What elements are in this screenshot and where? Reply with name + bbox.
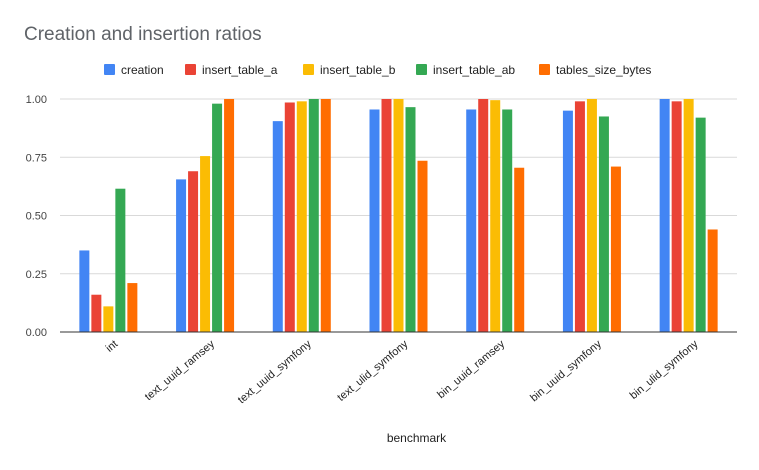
- bar-insert_table_a-bin_ulid_symfony: [671, 101, 682, 332]
- bar-tables_size_bytes-text_uuid_ramsey: [224, 99, 235, 332]
- bar-insert_table_b-text_uuid_ramsey: [200, 156, 211, 332]
- bar-insert_table_ab-text_ulid_symfony: [405, 107, 416, 332]
- x-tick-label: bin_uuid_ramsey: [435, 338, 507, 401]
- bar-insert_table_ab-text_uuid_ramsey: [212, 103, 223, 332]
- bar-insert_table_a-text_uuid_ramsey: [188, 171, 199, 332]
- x-tick-label: text_ulid_symfony: [335, 338, 411, 404]
- x-tick-label: text_uuid_ramsey: [143, 338, 218, 403]
- bar-insert_table_b-bin_uuid_symfony: [586, 99, 597, 332]
- legend-label-insert_table_a: insert_table_a: [202, 63, 278, 77]
- legend-label-creation: creation: [121, 63, 164, 77]
- bar-tables_size_bytes-int: [127, 283, 138, 332]
- legend-swatch-insert_table_ab: [416, 64, 427, 75]
- bar-insert_table_b-int: [103, 306, 114, 332]
- bar-creation-bin_uuid_symfony: [562, 110, 573, 333]
- bar-creation-text_uuid_symfony: [272, 121, 283, 332]
- x-tick-label: bin_ulid_symfony: [628, 338, 701, 402]
- bar-insert_table_b-bin_ulid_symfony: [683, 99, 694, 332]
- y-tick-label: 0.00: [26, 327, 47, 339]
- chart-title: Creation and insertion ratios: [24, 24, 262, 45]
- bar-insert_table_b-text_ulid_symfony: [393, 99, 404, 332]
- legend-label-insert_table_ab: insert_table_ab: [433, 63, 515, 77]
- bar-creation-text_ulid_symfony: [369, 109, 380, 332]
- bar-insert_table_ab-int: [115, 188, 126, 332]
- bar-tables_size_bytes-bin_ulid_symfony: [707, 229, 718, 332]
- bar-insert_table_a-text_ulid_symfony: [381, 99, 392, 332]
- bar-creation-bin_ulid_symfony: [659, 99, 670, 332]
- bar-insert_table_b-bin_uuid_ramsey: [490, 100, 501, 332]
- bar-tables_size_bytes-bin_uuid_ramsey: [514, 167, 525, 332]
- bar-tables_size_bytes-bin_uuid_symfony: [610, 166, 621, 332]
- x-tick-label: text_uuid_symfony: [236, 338, 314, 406]
- bar-insert_table_a-text_uuid_symfony: [284, 102, 295, 333]
- bar-tables_size_bytes-text_uuid_symfony: [320, 99, 331, 332]
- x-tick-label: bin_uuid_symfony: [528, 338, 604, 405]
- bar-insert_table_b-text_uuid_symfony: [296, 101, 307, 332]
- legend-swatch-tables_size_bytes: [539, 64, 550, 75]
- bar-creation-bin_uuid_ramsey: [466, 109, 477, 332]
- legend-label-tables_size_bytes: tables_size_bytes: [556, 63, 651, 77]
- y-tick-label: 0.50: [26, 211, 47, 223]
- legend-swatch-insert_table_b: [303, 64, 314, 75]
- y-tick-label: 1.00: [26, 94, 47, 106]
- bar-creation-text_uuid_ramsey: [176, 179, 187, 332]
- bar-insert_table_ab-text_uuid_symfony: [308, 99, 319, 332]
- bar-tables_size_bytes-text_ulid_symfony: [417, 160, 428, 332]
- y-tick-label: 0.25: [26, 269, 47, 281]
- legend-label-insert_table_b: insert_table_b: [320, 63, 396, 77]
- bar-insert_table_a-bin_uuid_ramsey: [478, 99, 489, 332]
- x-tick-label: int: [104, 338, 121, 355]
- y-tick-label: 0.75: [26, 152, 47, 164]
- bar-insert_table_ab-bin_ulid_symfony: [695, 117, 706, 332]
- bar-insert_table_a-bin_uuid_symfony: [574, 101, 585, 332]
- bar-insert_table_a-int: [91, 294, 102, 332]
- legend-swatch-creation: [104, 64, 115, 75]
- bar-insert_table_ab-bin_uuid_symfony: [598, 116, 609, 332]
- legend-swatch-insert_table_a: [185, 64, 196, 75]
- bar-insert_table_ab-bin_uuid_ramsey: [502, 109, 513, 332]
- bar-creation-int: [79, 250, 90, 332]
- x-axis-title: benchmark: [387, 431, 447, 445]
